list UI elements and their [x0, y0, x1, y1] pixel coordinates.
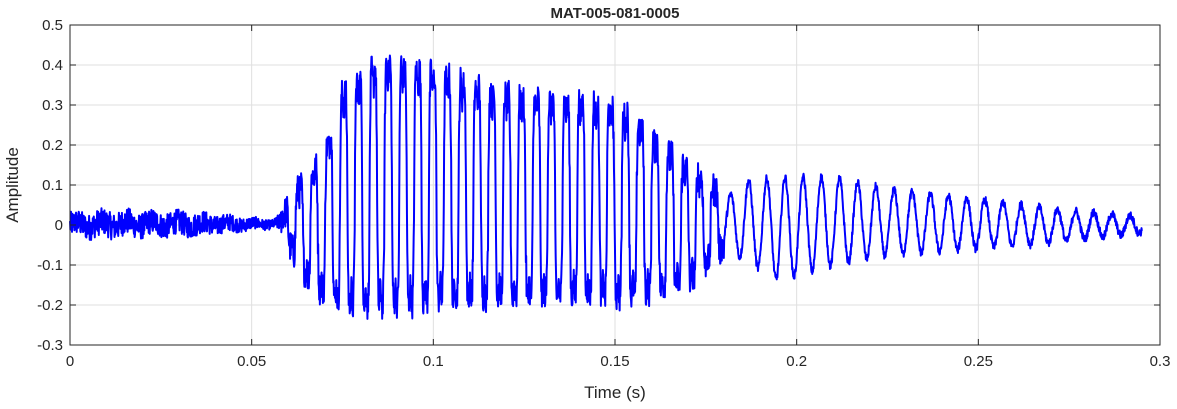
- y-tick-label: -0.2: [37, 297, 63, 314]
- y-tick-label: 0.1: [42, 177, 63, 194]
- x-axis-label: Time (s): [584, 383, 646, 402]
- y-tick-label: 0.4: [42, 57, 63, 74]
- y-tick-label: 0.3: [42, 97, 63, 114]
- y-tick-label: 0.2: [42, 137, 63, 154]
- y-tick-label: 0: [55, 217, 63, 234]
- y-tick-label: -0.3: [37, 337, 63, 354]
- x-tick-label: 0.05: [237, 353, 266, 370]
- x-tick-label: 0.2: [786, 353, 807, 370]
- x-tick-label: 0.3: [1150, 353, 1171, 370]
- x-tick-label: 0: [66, 353, 74, 370]
- y-axis-label: Amplitude: [3, 147, 22, 223]
- x-tick-label: 0.25: [964, 353, 993, 370]
- x-tick-label: 0.1: [423, 353, 444, 370]
- axis-ticks: 0 0.05 0.1 0.15 0.2 0.25 0.3 -0.3 -0.2 -0.1 0 0.1 0.…: [37, 17, 1170, 370]
- y-tick-label: -0.1: [37, 257, 63, 274]
- x-tick-label: 0.15: [600, 353, 629, 370]
- y-tick-label: 0.5: [42, 17, 63, 34]
- series-line: [69, 54, 1143, 320]
- chart-title: MAT-005-081-0005: [551, 5, 680, 22]
